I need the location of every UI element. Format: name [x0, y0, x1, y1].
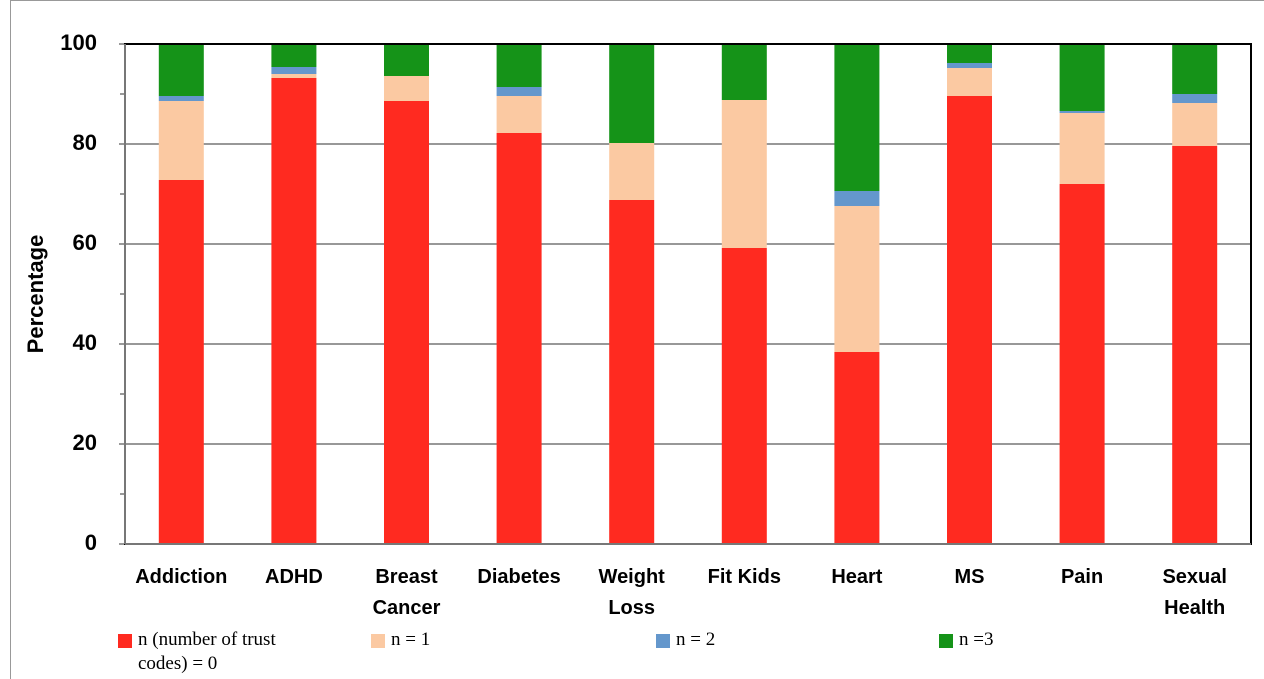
bar-segment [721, 100, 767, 248]
bar-segment [158, 96, 204, 101]
page: Percentage 0 20 40 60 80 100 Addiction ADHD Brea… [10, 0, 1264, 679]
bar-segment [1059, 44, 1105, 111]
x-tick-label: Weight Loss [599, 566, 666, 619]
bar-segment [609, 44, 655, 143]
bar-segment [1059, 111, 1105, 113]
bar-segment [1172, 94, 1218, 103]
legend-label: n =3 [959, 629, 994, 650]
bar-segment [271, 74, 317, 78]
bar-segment [947, 63, 992, 68]
bar-segment [947, 96, 992, 544]
bar-segment [609, 143, 655, 200]
bar-segment [496, 96, 542, 133]
legend-label: n = 1 [391, 629, 431, 650]
bar-segment [609, 200, 655, 544]
bar-segment [496, 87, 542, 96]
bar-segment [384, 76, 429, 101]
legend-item: n = 1 [371, 628, 536, 652]
bar-segment [1059, 184, 1105, 544]
bar-segment [834, 44, 880, 191]
bar-segment [158, 180, 204, 544]
bar-segment [947, 44, 992, 63]
x-tick-label: MS [955, 566, 985, 588]
legend-label: n = 2 [676, 629, 716, 650]
y-tick-label: 20 [73, 430, 97, 455]
y-tick-label: 0 [85, 530, 97, 555]
bar-segment [271, 44, 317, 67]
bar-segment [834, 352, 880, 544]
bar-segment [496, 133, 542, 544]
bar-segment [271, 67, 317, 74]
x-tick-label: ADHD [265, 566, 323, 588]
x-tick-label: Pain [1061, 566, 1103, 588]
bar-segment [158, 101, 204, 180]
legend-item: n =3 [939, 628, 1104, 652]
x-tick-label: Heart [831, 566, 882, 588]
bar-segment [947, 68, 992, 96]
legend-label: n (number of trust codes) = 0 [138, 629, 276, 674]
bar-segment [1172, 103, 1218, 146]
x-tick-label: Addiction [135, 566, 227, 588]
bar-segment [1172, 44, 1218, 94]
bar-segment [384, 44, 429, 76]
legend-swatch [371, 634, 385, 648]
bar-segment [496, 44, 542, 87]
bar-segment [834, 206, 880, 352]
bar-segment [1059, 113, 1105, 184]
legend-item: n = 2 [656, 628, 821, 652]
legend-swatch [939, 634, 953, 648]
x-tick-label: Breast Cancer [373, 566, 441, 619]
legend-item: n (number of trust codes) = 0 [118, 628, 283, 676]
bar-segment [1172, 146, 1218, 544]
y-tick-label: 40 [73, 330, 97, 355]
bar-segment [721, 44, 767, 100]
x-tick-label: Diabetes [477, 566, 560, 588]
bar-segment [834, 191, 880, 206]
bar-segment [271, 78, 317, 544]
legend-swatch [656, 634, 670, 648]
bar-segment [158, 44, 204, 96]
y-tick-label: 60 [73, 230, 97, 255]
y-tick-label: 80 [73, 130, 97, 155]
x-tick-label: Sexual Health [1162, 566, 1226, 619]
legend-swatch [118, 634, 132, 648]
bar-segment [384, 101, 429, 544]
y-axis-label: Percentage [23, 235, 48, 354]
y-tick-label: 100 [60, 30, 97, 55]
bar-segment [721, 248, 767, 544]
x-tick-label: Fit Kids [708, 566, 781, 588]
